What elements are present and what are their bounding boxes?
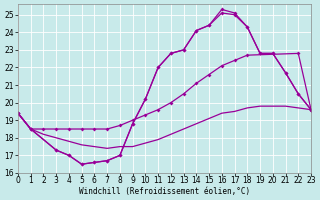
X-axis label: Windchill (Refroidissement éolien,°C): Windchill (Refroidissement éolien,°C) — [79, 187, 250, 196]
